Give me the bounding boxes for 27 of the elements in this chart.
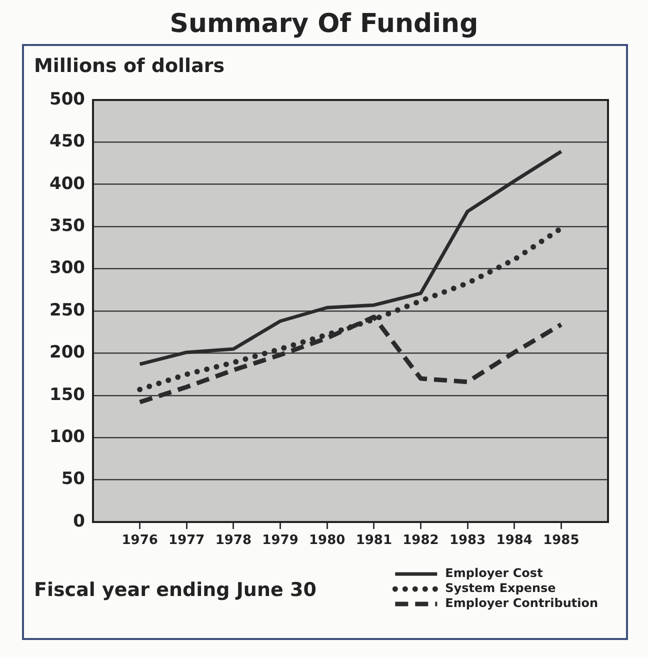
y-tick-label: 450: [50, 132, 86, 152]
legend-label: System Expense: [445, 581, 556, 596]
y-tick-label: 50: [61, 469, 86, 490]
y-axis-title: Millions of dollars: [34, 54, 225, 78]
x-tick-label: 1985: [543, 533, 580, 548]
y-tick-label: 400: [50, 174, 86, 194]
y-tick-label: 300: [50, 258, 86, 278]
y-tick-label: 350: [50, 216, 86, 236]
x-tick-label: 1982: [402, 533, 439, 548]
chart-title: Summary Of Funding: [168, 8, 480, 40]
y-tick-label: 200: [50, 342, 86, 363]
x-tick-label: 1980: [308, 533, 346, 548]
y-tick-label: 0: [73, 511, 86, 532]
y-tick-label: 250: [50, 300, 86, 320]
x-axis-title: Fiscal year ending June 30: [34, 578, 316, 602]
y-tick-label: 150: [50, 384, 86, 405]
x-tick-label: 1981: [356, 533, 392, 548]
x-tick-label: 1977: [168, 533, 205, 548]
x-tick-label: 1984: [496, 533, 532, 548]
x-tick-label: 1978: [215, 533, 252, 548]
x-tick-label: 1976: [122, 533, 158, 548]
y-tick-label: 100: [50, 427, 86, 448]
x-tick-label: 1983: [449, 533, 486, 548]
legend-label: Employer Cost: [445, 566, 544, 580]
y-tick-label: 500: [50, 89, 86, 110]
legend-label: Employer Contribution: [445, 596, 598, 610]
x-tick-label: 1979: [262, 533, 298, 548]
